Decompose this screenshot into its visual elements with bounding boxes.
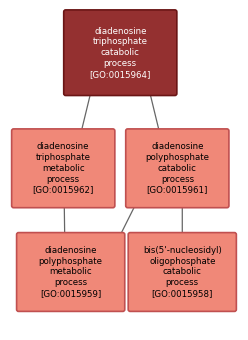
Text: diadenosine
triphosphate
catabolic
process
[GO:0015964]: diadenosine triphosphate catabolic proce… (90, 27, 151, 79)
FancyBboxPatch shape (17, 233, 125, 311)
Text: bis(5'-nucleosidyl)
oligophosphate
catabolic
process
[GO:0015958]: bis(5'-nucleosidyl) oligophosphate catab… (143, 246, 222, 298)
Text: diadenosine
polyphosphate
catabolic
process
[GO:0015961]: diadenosine polyphosphate catabolic proc… (145, 142, 209, 194)
FancyBboxPatch shape (126, 129, 229, 208)
FancyBboxPatch shape (64, 10, 177, 96)
FancyBboxPatch shape (12, 129, 115, 208)
FancyBboxPatch shape (128, 233, 236, 311)
Text: diadenosine
polyphosphate
metabolic
process
[GO:0015959]: diadenosine polyphosphate metabolic proc… (39, 246, 103, 298)
Text: diadenosine
triphosphate
metabolic
process
[GO:0015962]: diadenosine triphosphate metabolic proce… (32, 142, 94, 194)
